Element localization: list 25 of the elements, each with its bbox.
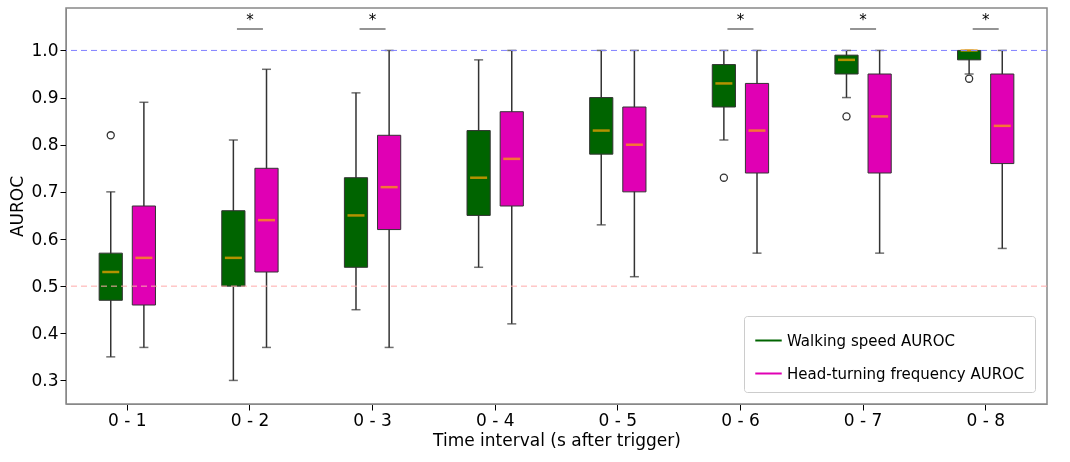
annotation: * — [859, 11, 868, 29]
x-tick-label: 0 - 6 — [721, 409, 760, 430]
annotation: * — [368, 11, 377, 29]
x-tick-label: 0 - 1 — [108, 409, 147, 430]
y-tick-label: 0.7 — [31, 181, 59, 202]
y-tick-label: 0.3 — [31, 369, 59, 390]
y-tick-label: 0.9 — [31, 87, 59, 108]
x-tick-label: 0 - 7 — [843, 409, 883, 430]
x-tick-label: 0 - 2 — [230, 409, 270, 430]
y-tick-label: 0.8 — [31, 134, 59, 155]
y-tick-label: 0.5 — [31, 275, 59, 296]
y-tick-label: 0.4 — [31, 322, 59, 343]
y-tick-label: 0.6 — [31, 228, 59, 249]
annotation: * — [736, 11, 745, 29]
y-axis-title: AUROC — [7, 175, 28, 238]
legend-label: Walking speed AUROC — [787, 331, 955, 350]
x-axis-title: Time interval (s after trigger) — [432, 429, 681, 450]
x-tick-label: 0 - 4 — [475, 409, 515, 430]
legend-label: Head-turning frequency AUROC — [787, 364, 1025, 383]
x-tick-label: 0 - 3 — [353, 409, 392, 430]
annotation: * — [981, 11, 990, 29]
x-tick-label: 0 - 5 — [598, 409, 638, 430]
y-tick-label: 1.0 — [31, 39, 59, 60]
annotation: * — [246, 11, 255, 29]
x-tick-label: 0 - 8 — [966, 409, 1005, 430]
